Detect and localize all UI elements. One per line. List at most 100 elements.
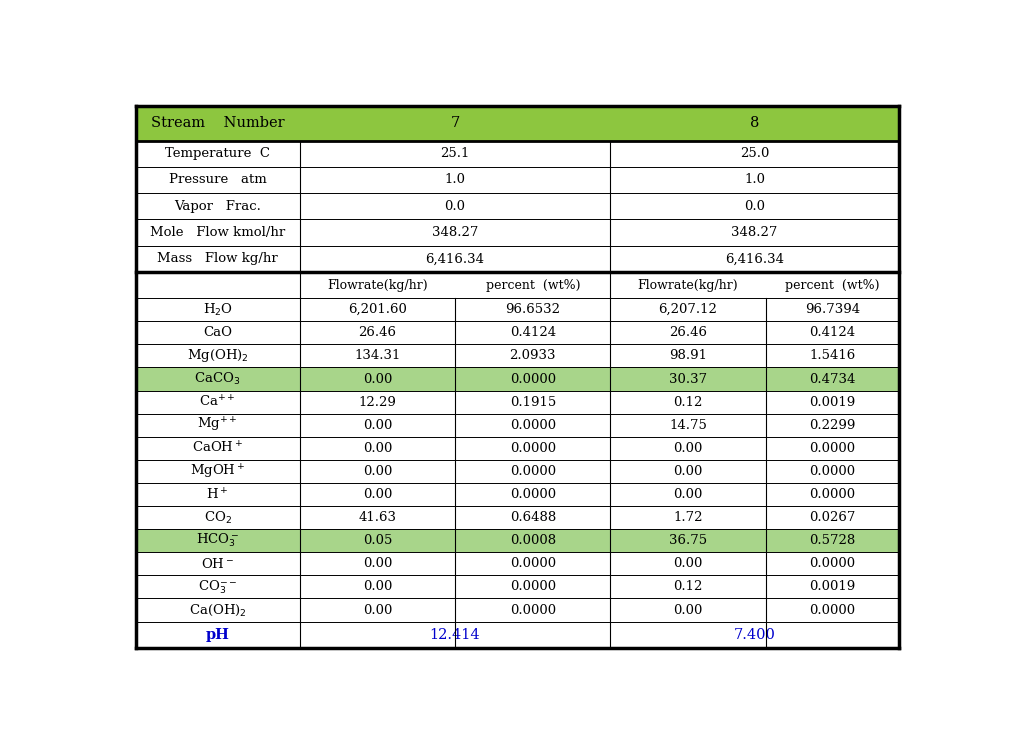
- Text: 1.5416: 1.5416: [809, 350, 856, 362]
- Text: 6,207.12: 6,207.12: [659, 303, 717, 316]
- Bar: [135, 219, 899, 246]
- Text: 25.1: 25.1: [440, 147, 469, 160]
- Text: 96.6532: 96.6532: [506, 303, 560, 316]
- Text: 7: 7: [450, 116, 459, 130]
- Bar: [135, 506, 899, 530]
- Text: 0.00: 0.00: [363, 419, 393, 432]
- Bar: [135, 622, 899, 648]
- Text: 0.05: 0.05: [363, 534, 393, 548]
- Text: 0.0000: 0.0000: [809, 604, 856, 616]
- Text: 6,201.60: 6,201.60: [348, 303, 407, 316]
- Text: CaO: CaO: [203, 326, 232, 339]
- Bar: [135, 598, 899, 622]
- Text: 0.0019: 0.0019: [809, 580, 856, 593]
- Bar: [135, 436, 899, 460]
- Bar: [135, 530, 899, 552]
- Text: 0.00: 0.00: [363, 442, 393, 454]
- Bar: [135, 321, 899, 344]
- Text: 12.414: 12.414: [430, 628, 480, 642]
- Text: 0.00: 0.00: [673, 442, 702, 454]
- Text: 0.0008: 0.0008: [510, 534, 556, 548]
- Text: 0.2299: 0.2299: [809, 419, 856, 432]
- Text: 0.1915: 0.1915: [510, 396, 556, 409]
- Text: 12.29: 12.29: [358, 396, 397, 409]
- Bar: [135, 298, 899, 321]
- Text: 0.00: 0.00: [363, 557, 393, 570]
- Text: CaOH$^+$: CaOH$^+$: [192, 441, 243, 456]
- Text: Ca(OH)$_2$: Ca(OH)$_2$: [189, 602, 246, 618]
- Text: 0.0019: 0.0019: [809, 396, 856, 409]
- Bar: [135, 391, 899, 414]
- Text: 14.75: 14.75: [669, 419, 707, 432]
- Text: 0.0000: 0.0000: [510, 604, 556, 616]
- Text: percent  (wt%): percent (wt%): [785, 278, 880, 292]
- Text: 1.0: 1.0: [744, 173, 765, 187]
- Text: 6,416.34: 6,416.34: [426, 252, 484, 266]
- Text: 96.7394: 96.7394: [805, 303, 860, 316]
- Text: 0.0000: 0.0000: [809, 465, 856, 478]
- Bar: [135, 193, 899, 219]
- Text: 0.6488: 0.6488: [510, 512, 556, 524]
- Text: 0.0267: 0.0267: [809, 512, 856, 524]
- Text: 7.400: 7.400: [734, 628, 775, 642]
- Text: 0.0000: 0.0000: [510, 419, 556, 432]
- Text: 0.0000: 0.0000: [809, 442, 856, 454]
- Text: H$_2$O: H$_2$O: [203, 302, 233, 318]
- Text: 0.00: 0.00: [673, 488, 702, 501]
- Text: 0.0000: 0.0000: [510, 580, 556, 593]
- Text: Mg$^{++}$: Mg$^{++}$: [198, 416, 238, 434]
- Bar: [135, 460, 899, 483]
- Text: Mole   Flow kmol/hr: Mole Flow kmol/hr: [150, 226, 286, 239]
- Text: 0.00: 0.00: [363, 373, 393, 386]
- Bar: [135, 140, 899, 166]
- Text: 98.91: 98.91: [669, 350, 707, 362]
- Text: Flowrate(kg/hr): Flowrate(kg/hr): [327, 278, 428, 292]
- Text: 0.12: 0.12: [673, 396, 702, 409]
- Text: pH: pH: [206, 628, 230, 642]
- Text: Mass   Flow kg/hr: Mass Flow kg/hr: [157, 252, 278, 266]
- Bar: [135, 344, 899, 368]
- Text: 0.0000: 0.0000: [510, 488, 556, 501]
- Text: 0.00: 0.00: [363, 488, 393, 501]
- Text: Stream    Number: Stream Number: [150, 116, 285, 130]
- Bar: [135, 272, 899, 298]
- Text: 1.0: 1.0: [444, 173, 465, 187]
- Text: 30.37: 30.37: [669, 373, 707, 386]
- Text: 0.5728: 0.5728: [809, 534, 856, 548]
- Text: 0.00: 0.00: [363, 580, 393, 593]
- Text: 25.0: 25.0: [740, 147, 769, 160]
- Text: Mg(OH)$_2$: Mg(OH)$_2$: [187, 347, 248, 364]
- Text: CO$_2$: CO$_2$: [204, 509, 232, 526]
- Text: 0.00: 0.00: [363, 604, 393, 616]
- Text: 0.0000: 0.0000: [510, 465, 556, 478]
- Text: 0.0000: 0.0000: [510, 557, 556, 570]
- Text: 26.46: 26.46: [358, 326, 397, 339]
- Text: Vapor   Frac.: Vapor Frac.: [175, 200, 261, 213]
- Text: CO$_3^{--}$: CO$_3^{--}$: [198, 578, 237, 596]
- Text: 6,416.34: 6,416.34: [724, 252, 784, 266]
- Text: percent  (wt%): percent (wt%): [485, 278, 580, 292]
- Bar: [135, 166, 899, 193]
- Text: 0.0000: 0.0000: [510, 442, 556, 454]
- Bar: [135, 552, 899, 575]
- Text: MgOH$^+$: MgOH$^+$: [190, 462, 245, 481]
- Text: OH$^-$: OH$^-$: [201, 556, 234, 571]
- Text: 0.0: 0.0: [744, 200, 765, 213]
- Text: Ca$^{++}$: Ca$^{++}$: [200, 394, 236, 410]
- Text: 0.4124: 0.4124: [809, 326, 856, 339]
- Text: 0.0000: 0.0000: [809, 488, 856, 501]
- Text: 348.27: 348.27: [432, 226, 478, 239]
- Text: 0.00: 0.00: [673, 604, 702, 616]
- Text: 0.0: 0.0: [444, 200, 465, 213]
- Text: 41.63: 41.63: [358, 512, 397, 524]
- Text: 0.0000: 0.0000: [510, 373, 556, 386]
- Text: 0.4124: 0.4124: [510, 326, 556, 339]
- Text: HCO$_3^-$: HCO$_3^-$: [196, 532, 239, 550]
- Bar: [135, 106, 899, 140]
- Bar: [135, 414, 899, 436]
- Text: Pressure   atm: Pressure atm: [169, 173, 266, 187]
- Bar: [135, 246, 899, 272]
- Text: H$^+$: H$^+$: [207, 487, 229, 502]
- Text: 26.46: 26.46: [669, 326, 707, 339]
- Text: 0.0000: 0.0000: [809, 557, 856, 570]
